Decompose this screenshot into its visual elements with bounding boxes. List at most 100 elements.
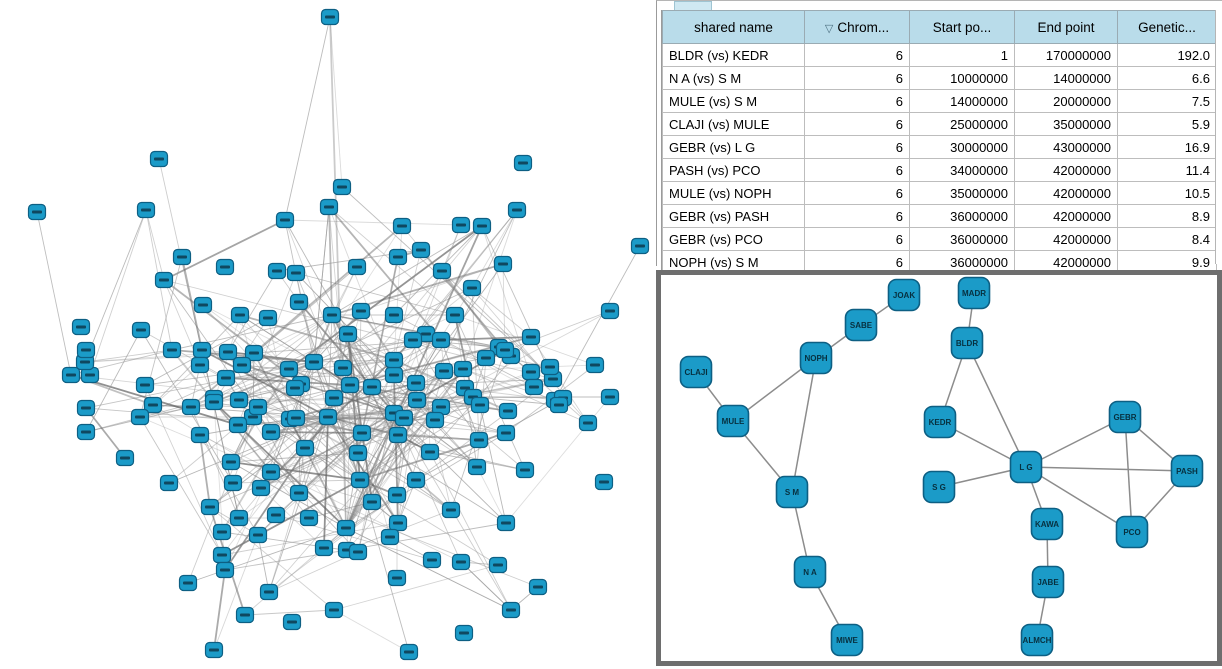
network-node[interactable] (469, 431, 489, 449)
table-row[interactable]: N A (vs) S M 6 10000000 14000000 6.6 (662, 66, 1217, 90)
network-node[interactable] (216, 369, 236, 387)
network-node[interactable] (232, 356, 252, 374)
network-node[interactable] (467, 458, 487, 476)
table-row[interactable]: PASH (vs) PCO 6 34000000 42000000 11.4 (662, 158, 1217, 182)
table-row[interactable]: NOPH (vs) S M 6 36000000 42000000 9.9 (662, 250, 1217, 274)
network-node[interactable] (501, 601, 521, 619)
network-node[interactable] (549, 396, 569, 414)
table-row[interactable]: GEBR (vs) L G 6 30000000 43000000 16.9 (662, 135, 1217, 159)
network-node[interactable] (384, 366, 404, 384)
network-node[interactable] (229, 509, 249, 527)
network-node[interactable] (406, 374, 426, 392)
subnetwork-node-sabe[interactable]: SABE (844, 308, 878, 342)
sub-network-edge[interactable] (791, 357, 817, 493)
network-node[interactable] (425, 411, 445, 429)
network-node[interactable] (507, 201, 527, 219)
table-cell[interactable]: 8.9 (1117, 204, 1217, 228)
network-node[interactable] (472, 217, 492, 235)
network-node[interactable] (350, 471, 370, 489)
network-node[interactable] (384, 306, 404, 324)
network-node[interactable] (27, 203, 47, 221)
network-node[interactable] (190, 356, 210, 374)
network-node[interactable] (267, 262, 287, 280)
network-node[interactable] (215, 561, 235, 579)
subnetwork-node-noph[interactable]: NOPH (799, 341, 833, 375)
table-cell[interactable]: 34000000 (909, 158, 1015, 182)
table-cell[interactable]: 6.6 (1117, 66, 1217, 90)
table-cell[interactable]: 42000000 (1014, 181, 1118, 205)
network-node[interactable] (289, 293, 309, 311)
network-node[interactable] (521, 328, 541, 346)
table-scrollbar[interactable] (1215, 10, 1222, 264)
table-cell[interactable]: 36000000 (909, 204, 1015, 228)
network-node[interactable] (496, 514, 516, 532)
network-node[interactable] (200, 498, 220, 516)
network-node[interactable] (261, 423, 281, 441)
network-node[interactable] (286, 264, 306, 282)
network-node[interactable] (172, 248, 192, 266)
subnetwork-node-claji[interactable]: CLAJI (679, 355, 713, 389)
subnetwork-node-kedr[interactable]: KEDR (923, 405, 957, 439)
network-node[interactable] (338, 325, 358, 343)
network-node[interactable] (251, 479, 271, 497)
network-node[interactable] (578, 414, 598, 432)
table-cell[interactable]: 30000000 (909, 135, 1015, 159)
table-cell[interactable]: 6 (804, 89, 910, 113)
network-node[interactable] (513, 154, 533, 172)
table-cell[interactable]: BLDR (vs) KEDR (662, 43, 805, 67)
table-cell[interactable]: MULE (vs) NOPH (662, 181, 805, 205)
network-node[interactable] (352, 424, 372, 442)
network-node[interactable] (524, 378, 544, 396)
network-node[interactable] (476, 349, 496, 367)
network-node[interactable] (333, 359, 353, 377)
main-network-canvas[interactable] (0, 0, 655, 669)
network-node[interactable] (130, 408, 150, 426)
network-node[interactable] (131, 321, 151, 339)
subnetwork-node-s-m[interactable]: S M (775, 475, 809, 509)
main-network-view[interactable] (0, 0, 655, 669)
table-cell[interactable]: 6 (804, 43, 910, 67)
sub-network-edge[interactable] (1025, 466, 1188, 472)
subnetwork-node-n-a[interactable]: N A (793, 555, 827, 589)
network-node[interactable] (392, 217, 412, 235)
network-node[interactable] (351, 302, 371, 320)
network-node[interactable] (431, 331, 451, 349)
network-node[interactable] (445, 306, 465, 324)
subnetwork-node-s-g[interactable]: S G (922, 470, 956, 504)
table-cell[interactable]: 6 (804, 227, 910, 251)
table-cell[interactable]: 6 (804, 112, 910, 136)
network-node[interactable] (230, 306, 250, 324)
subnetwork-node-kawa[interactable]: KAWA (1030, 507, 1064, 541)
network-node[interactable] (451, 216, 471, 234)
network-node[interactable] (76, 399, 96, 417)
subnetwork-node-madr[interactable]: MADR (957, 276, 991, 310)
network-node[interactable] (218, 343, 238, 361)
sub-network-edge[interactable] (1025, 466, 1133, 533)
network-node[interactable] (495, 341, 515, 359)
network-node[interactable] (154, 271, 174, 289)
table-cell[interactable]: 7.5 (1117, 89, 1217, 113)
table-cell[interactable]: MULE (vs) S M (662, 89, 805, 113)
network-node[interactable] (431, 398, 451, 416)
network-node[interactable] (279, 360, 299, 378)
network-node[interactable] (453, 360, 473, 378)
network-node[interactable] (275, 211, 295, 229)
network-node[interactable] (285, 379, 305, 397)
table-cell[interactable]: 170000000 (1014, 43, 1118, 67)
network-node[interactable] (76, 423, 96, 441)
table-cell[interactable]: 10000000 (909, 66, 1015, 90)
subnetwork-node-jabe[interactable]: JABE (1031, 565, 1065, 599)
table-cell[interactable]: 5.9 (1117, 112, 1217, 136)
table-row[interactable]: CLAJI (vs) MULE 6 25000000 35000000 5.9 (662, 112, 1217, 136)
sub-network-edge[interactable] (1025, 416, 1126, 468)
network-node[interactable] (521, 363, 541, 381)
subnetwork-node-gebr[interactable]: GEBR (1108, 400, 1142, 434)
network-node[interactable] (515, 461, 535, 479)
network-node[interactable] (228, 416, 248, 434)
network-node[interactable] (540, 358, 560, 376)
table-cell[interactable]: 35000000 (1014, 112, 1118, 136)
network-node[interactable] (441, 501, 461, 519)
network-node[interactable] (324, 601, 344, 619)
network-node[interactable] (212, 523, 232, 541)
network-node[interactable] (318, 408, 338, 426)
